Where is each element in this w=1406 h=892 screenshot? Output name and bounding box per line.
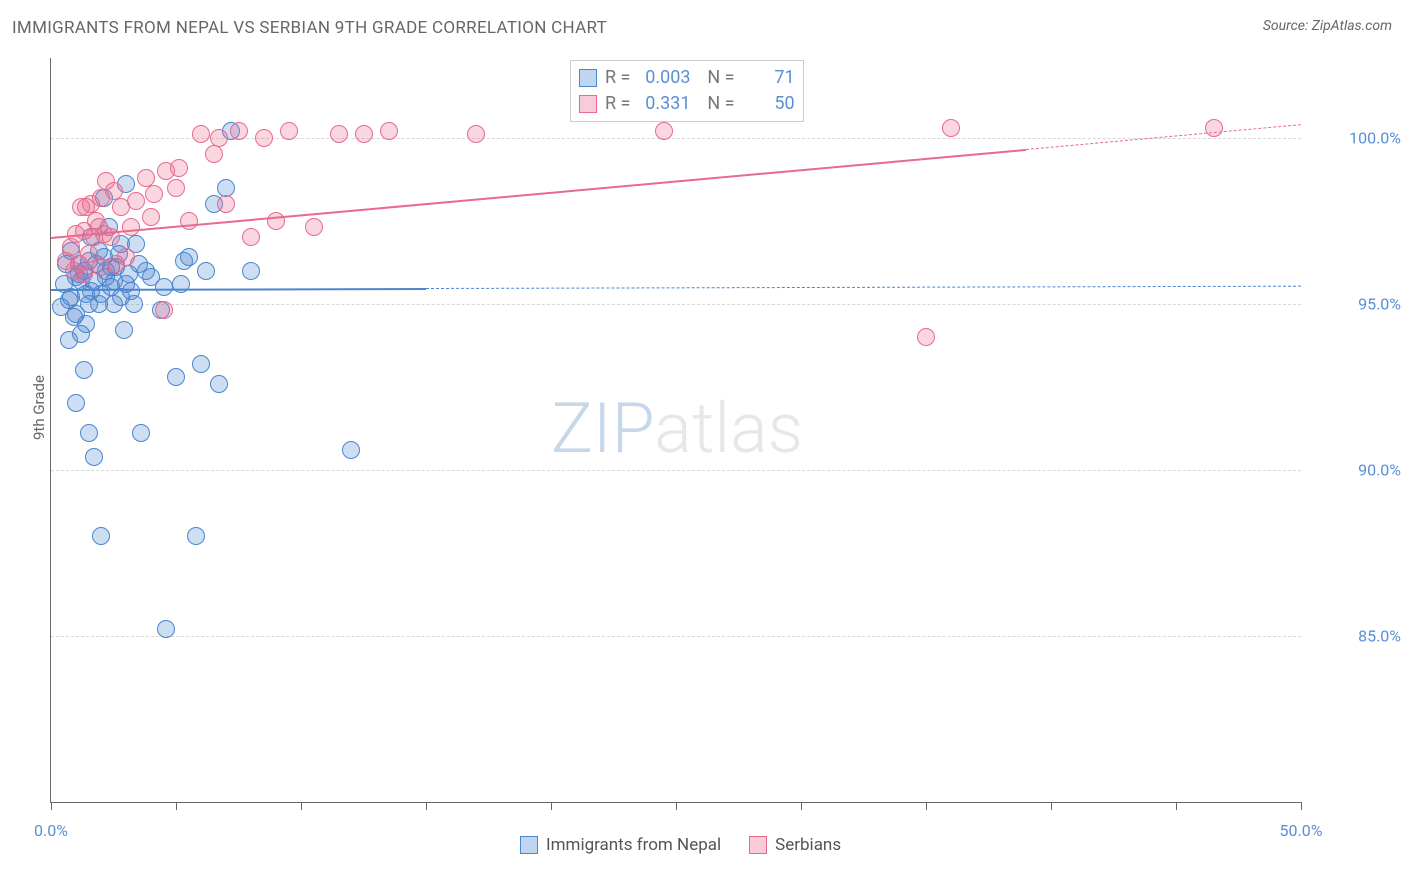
x-tick [426,802,427,810]
data-point [157,620,175,638]
data-point [122,218,140,236]
scatter-plot: ZIPatlas 85.0%90.0%95.0%100.0%0.0%50.0% [50,58,1301,803]
data-point [80,424,98,442]
trend-line [51,149,1026,239]
data-point [242,262,260,280]
data-point [380,122,398,140]
stat-r-label: R = [605,91,630,117]
data-point [142,208,160,226]
x-tick [676,802,677,810]
chart-title: IMMIGRANTS FROM NEPAL VS SERBIAN 9TH GRA… [12,18,607,38]
data-point [75,361,93,379]
data-point [67,394,85,412]
legend-swatch [520,836,538,854]
legend-label: Serbians [775,835,841,855]
data-point [242,228,260,246]
stats-panel: R = 0.003 N = 71 R = 0.331 N = 50 [570,60,804,122]
legend-label: Immigrants from Nepal [546,835,721,855]
x-tick [926,802,927,810]
data-point [180,248,198,266]
x-tick [176,802,177,810]
legend-swatch [579,69,597,87]
watermark: ZIPatlas [551,388,803,470]
trend-line [51,288,426,291]
gridline [51,470,1301,471]
data-point [192,355,210,373]
stats-row: R = 0.331 N = 50 [579,91,795,117]
x-tick [301,802,302,810]
data-point [192,125,210,143]
data-point [132,424,150,442]
data-point [197,262,215,280]
legend-item: Serbians [749,835,841,855]
y-axis-label: 9th Grade [30,375,48,440]
data-point [145,185,163,203]
y-tick-label: 95.0% [1311,294,1401,313]
stat-r-value: 0.003 [638,65,690,91]
gridline [51,636,1301,637]
gridline [51,304,1301,305]
data-point [210,375,228,393]
x-tick [1051,802,1052,810]
stat-r-label: R = [605,65,630,91]
data-point [255,129,273,147]
stats-row: R = 0.003 N = 71 [579,65,795,91]
data-point [230,122,248,140]
data-point [167,368,185,386]
data-point [355,125,373,143]
data-point [655,122,673,140]
data-point [105,182,123,200]
x-tick-label: 0.0% [34,821,68,840]
data-point [137,169,155,187]
data-point [210,129,228,147]
data-point [1205,119,1223,137]
data-point [267,212,285,230]
data-point [217,179,235,197]
data-point [85,448,103,466]
data-point [917,328,935,346]
legend: Immigrants from Nepal Serbians [520,835,841,855]
data-point [305,218,323,236]
trend-line [426,286,1301,289]
legend-swatch [749,836,767,854]
y-tick-label: 85.0% [1311,626,1401,645]
data-point [205,145,223,163]
data-point [127,192,145,210]
x-tick [551,802,552,810]
stat-n-label: N = [698,91,734,117]
data-point [117,248,135,266]
data-point [942,119,960,137]
chart-source: Source: ZipAtlas.com [1263,18,1392,34]
data-point [92,527,110,545]
data-point [187,527,205,545]
x-tick [1301,802,1302,810]
x-tick [801,802,802,810]
legend-item: Immigrants from Nepal [520,835,721,855]
data-point [155,278,173,296]
data-point [167,179,185,197]
data-point [155,301,173,319]
data-point [280,122,298,140]
stat-n-label: N = [698,65,734,91]
x-tick-label: 50.0% [1280,821,1323,840]
data-point [125,295,143,313]
stat-r-value: 0.331 [638,91,690,117]
x-tick [51,802,52,810]
x-tick [1176,802,1177,810]
data-point [217,195,235,213]
y-tick-label: 100.0% [1311,128,1401,147]
data-point [75,265,93,283]
data-point [342,441,360,459]
stat-n-value: 71 [743,65,795,91]
data-point [330,125,348,143]
data-point [115,321,133,339]
data-point [77,315,95,333]
data-point [467,125,485,143]
legend-swatch [579,95,597,113]
data-point [170,159,188,177]
y-tick-label: 90.0% [1311,460,1401,479]
stat-n-value: 50 [743,91,795,117]
